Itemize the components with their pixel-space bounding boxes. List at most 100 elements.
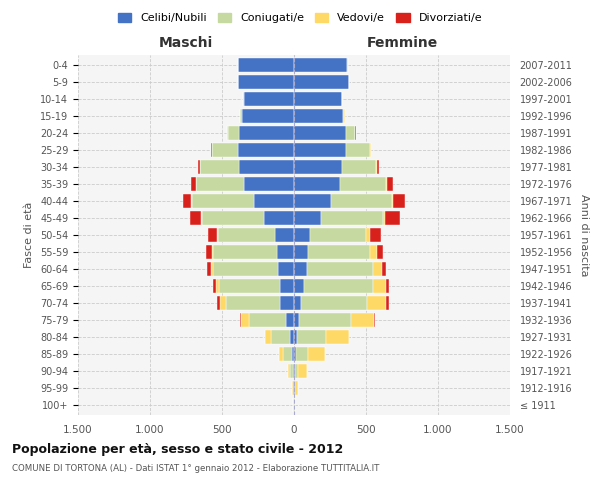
Bar [288, 364, 290, 378]
Bar [201, 211, 202, 225]
Bar [242, 109, 294, 124]
Bar [211, 143, 212, 158]
Bar [226, 296, 280, 310]
Bar [343, 109, 344, 124]
Bar [294, 346, 296, 361]
Bar [293, 380, 294, 395]
Text: Popolazione per età, sesso e stato civile - 2012: Popolazione per età, sesso e stato civil… [12, 442, 343, 456]
Bar [214, 245, 277, 259]
Bar [326, 330, 349, 344]
Bar [392, 194, 393, 208]
Bar [217, 296, 220, 310]
Bar [301, 296, 367, 310]
Bar [294, 75, 349, 90]
Bar [191, 177, 196, 192]
Bar [294, 160, 341, 174]
Bar [308, 245, 370, 259]
Bar [293, 364, 294, 378]
Bar [217, 228, 218, 242]
Bar [240, 312, 241, 327]
Bar [294, 312, 299, 327]
Bar [214, 278, 216, 293]
Bar [294, 278, 304, 293]
Bar [331, 194, 392, 208]
Bar [373, 278, 386, 293]
Bar [294, 245, 308, 259]
Bar [202, 211, 264, 225]
Bar [346, 126, 355, 140]
Bar [192, 194, 254, 208]
Bar [238, 58, 294, 72]
Bar [387, 177, 392, 192]
Bar [294, 364, 295, 378]
Bar [370, 228, 381, 242]
Bar [307, 262, 373, 276]
Bar [366, 228, 370, 242]
Bar [294, 228, 310, 242]
Bar [206, 245, 212, 259]
Text: COMUNE DI TORTONA (AL) - Dati ISTAT 1° gennaio 2012 - Elaborazione TUTTITALIA.IT: COMUNE DI TORTONA (AL) - Dati ISTAT 1° g… [12, 464, 379, 473]
Bar [297, 330, 326, 344]
Bar [383, 211, 385, 225]
Text: Femmine: Femmine [367, 36, 437, 50]
Bar [182, 194, 191, 208]
Bar [238, 143, 294, 158]
Bar [254, 194, 294, 208]
Bar [351, 312, 374, 327]
Bar [294, 194, 331, 208]
Bar [278, 262, 294, 276]
Bar [367, 296, 386, 310]
Y-axis label: Fasce di età: Fasce di età [25, 202, 34, 268]
Bar [377, 245, 383, 259]
Bar [294, 126, 346, 140]
Bar [377, 160, 379, 174]
Bar [294, 92, 341, 106]
Bar [373, 262, 382, 276]
Bar [244, 92, 294, 106]
Bar [211, 262, 214, 276]
Bar [196, 177, 244, 192]
Bar [294, 330, 297, 344]
Bar [271, 330, 290, 344]
Bar [386, 278, 389, 293]
Bar [295, 380, 298, 395]
Bar [374, 312, 376, 327]
Bar [248, 312, 286, 327]
Bar [299, 312, 351, 327]
Bar [244, 177, 294, 192]
Bar [292, 346, 294, 361]
Bar [294, 58, 347, 72]
Bar [322, 211, 383, 225]
Bar [212, 143, 238, 158]
Bar [294, 211, 322, 225]
Bar [228, 126, 239, 140]
Bar [340, 177, 386, 192]
Bar [386, 177, 387, 192]
Bar [294, 177, 340, 192]
Bar [280, 296, 294, 310]
Bar [239, 160, 294, 174]
Bar [386, 296, 389, 310]
Bar [290, 330, 294, 344]
Bar [239, 126, 294, 140]
Bar [243, 92, 244, 106]
Bar [283, 346, 292, 361]
Bar [294, 262, 307, 276]
Bar [207, 262, 211, 276]
Bar [294, 109, 343, 124]
Bar [190, 211, 201, 225]
Bar [308, 346, 325, 361]
Bar [280, 278, 294, 293]
Legend: Celibi/Nubili, Coniugati/e, Vedovi/e, Divorziati/e: Celibi/Nubili, Coniugati/e, Vedovi/e, Di… [113, 8, 487, 28]
Bar [277, 245, 294, 259]
Bar [264, 211, 294, 225]
Bar [198, 160, 200, 174]
Bar [220, 296, 226, 310]
Bar [294, 143, 346, 158]
Bar [370, 245, 377, 259]
Bar [279, 346, 283, 361]
Bar [290, 364, 293, 378]
Bar [286, 312, 294, 327]
Bar [216, 278, 219, 293]
Bar [294, 296, 301, 310]
